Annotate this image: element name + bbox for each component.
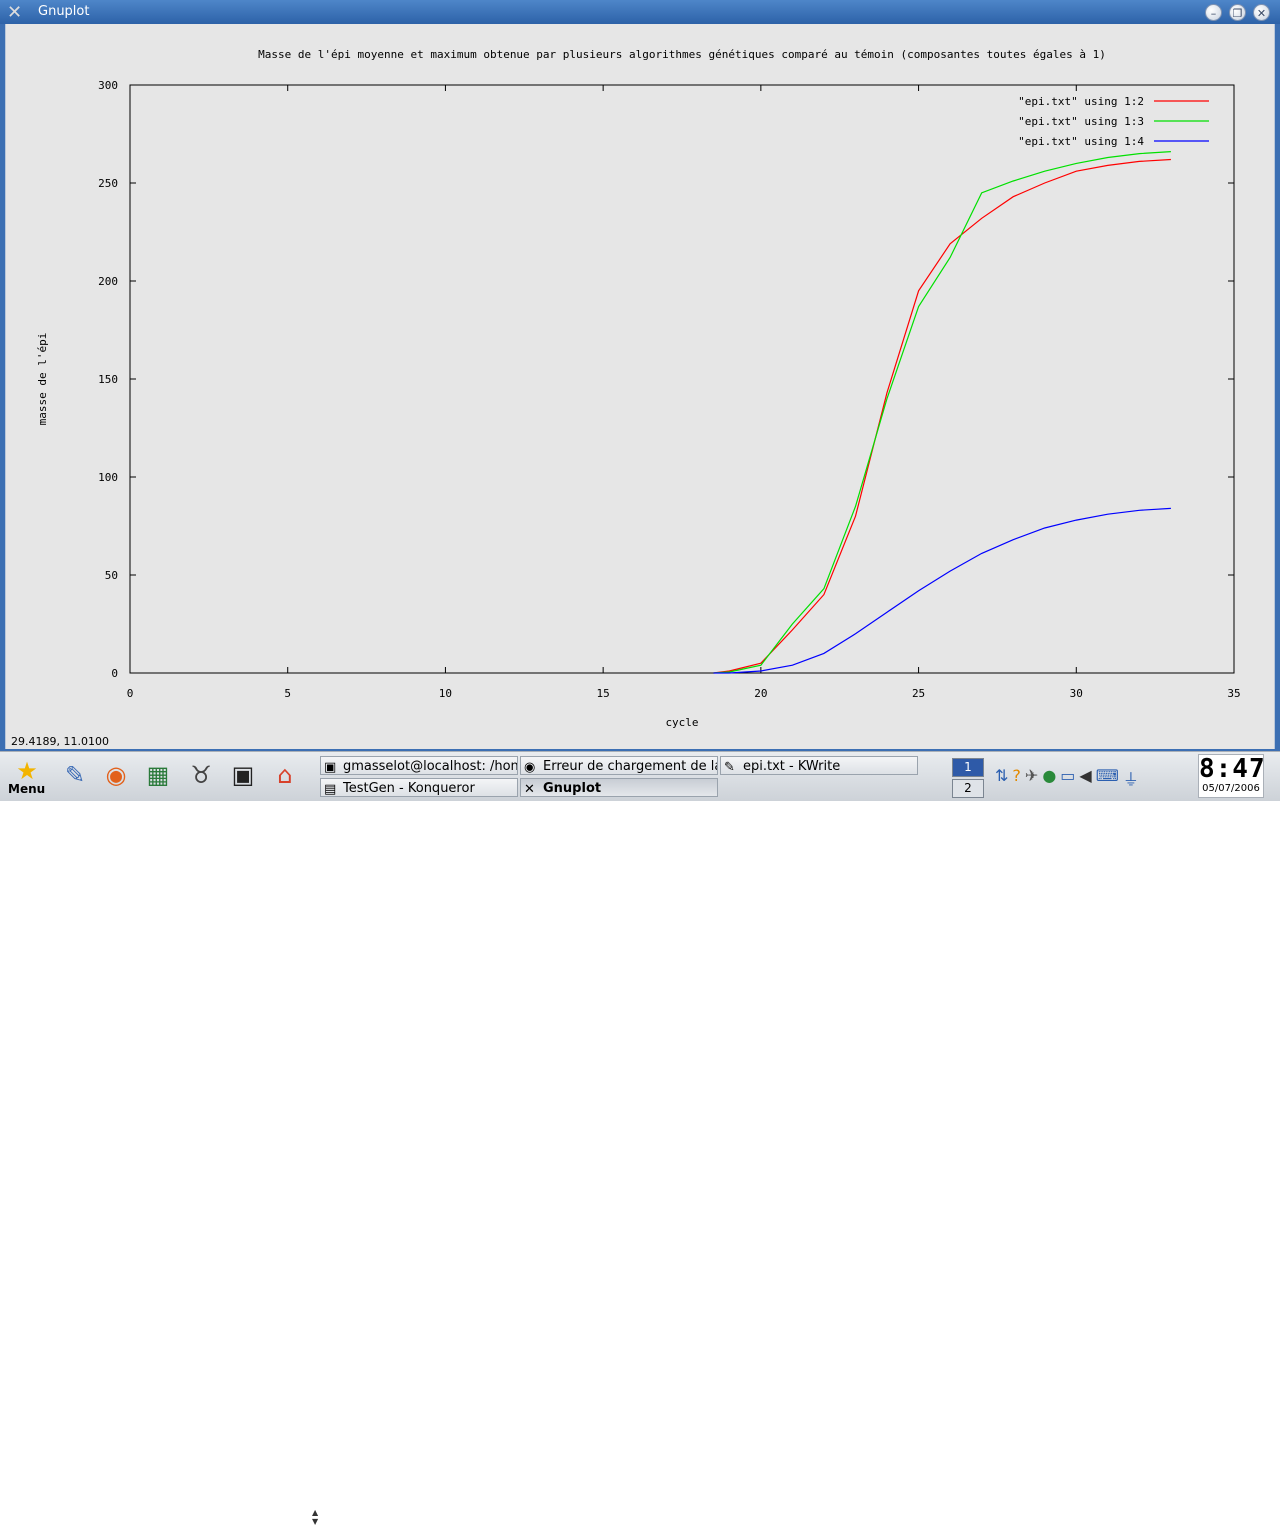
series-line-1 — [713, 158, 1171, 674]
x-window-icon: ✕ — [524, 782, 535, 797]
taskbar-task-label: epi.txt - KWrite — [743, 759, 841, 774]
taskbar-task-label: TestGen - Konqueror — [343, 781, 475, 796]
star-menu-icon[interactable]: ★ — [16, 757, 38, 785]
x-tick-label: 10 — [439, 687, 452, 700]
coordinate-readout: 29.4189, 11.0100 — [11, 735, 109, 748]
close-icon: ✕ — [1256, 7, 1267, 20]
window-frame-bottom[interactable] — [0, 749, 1280, 751]
legend: "epi.txt" using 1:2 "epi.txt" using 1:3 "e… — [1018, 95, 1209, 148]
legend-entry-2: "epi.txt" using 1:3 — [1018, 115, 1144, 128]
maximize-icon: ❐ — [1232, 7, 1243, 20]
taskbar-task-label: Gnuplot — [543, 781, 602, 796]
window-title: Gnuplot — [38, 4, 90, 19]
taskbar-task-2[interactable]: ◉ Erreur de chargement de la — [520, 756, 718, 775]
y-tick-label: 150 — [98, 373, 118, 386]
series-line-3 — [713, 507, 1171, 674]
x-tick-label: 0 — [127, 687, 134, 700]
close-button[interactable]: ✕ — [1253, 4, 1270, 21]
legend-entry-3: "epi.txt" using 1:4 — [1018, 135, 1144, 148]
monitor-icon[interactable]: ▭ — [1060, 766, 1076, 785]
terminal-icon: ▣ — [324, 760, 337, 775]
window-frame-right[interactable] — [1275, 24, 1280, 751]
taskbar-task-4[interactable]: ▤ TestGen - Konqueror — [320, 778, 518, 797]
konqueror-icon: ▤ — [324, 782, 337, 797]
x-tick-label: 15 — [597, 687, 610, 700]
clock[interactable]: 8:47 05/07/2006 — [1198, 754, 1266, 798]
y-tick-label: 100 — [98, 471, 118, 484]
volume-icon[interactable]: ◀ — [1079, 766, 1092, 785]
gnu-icon[interactable]: ♉ — [190, 761, 212, 789]
chart-title: Masse de l'épi moyenne et maximum obtenu… — [258, 48, 1106, 61]
series-line-2 — [713, 151, 1171, 674]
x-tick-label: 20 — [754, 687, 767, 700]
taskbar-task-1[interactable]: ▣ gmasselot@localhost: /hon — [320, 756, 518, 775]
task-scroll-arrows[interactable]: ▲ ▼ — [312, 1508, 319, 1526]
gnuplot-canvas[interactable]: Masse de l'épi moyenne et maximum obtenu… — [5, 24, 1275, 751]
colors-icon[interactable]: ● — [1042, 766, 1057, 785]
network-icon[interactable]: ⇅ — [995, 766, 1009, 785]
y-tick-label: 0 — [111, 667, 118, 680]
calendar-icon[interactable]: ▦ — [146, 761, 170, 789]
satellite-icon[interactable]: ✈ — [1024, 766, 1039, 785]
taskbar-task-5[interactable]: ✕ Gnuplot — [520, 778, 718, 797]
terminal-icon[interactable]: ▣ — [231, 761, 255, 789]
x-axis-label: cycle — [665, 716, 698, 729]
help-icon[interactable]: ? — [1012, 766, 1021, 785]
minimize-icon: – — [1210, 7, 1217, 20]
x-tick-label: 35 — [1227, 687, 1240, 700]
x-tick-label: 5 — [284, 687, 291, 700]
minimize-button[interactable]: – — [1205, 4, 1222, 21]
y-tick-label: 300 — [98, 79, 118, 92]
pager-desktop-2[interactable]: 2 — [952, 779, 984, 798]
firefox-icon[interactable]: ◉ — [105, 761, 127, 789]
keyboard-icon[interactable]: ⌨ — [1095, 766, 1119, 785]
legend-entry-1: "epi.txt" using 1:2 — [1018, 95, 1144, 108]
plot-frame — [129, 84, 1235, 674]
window-titlebar[interactable]: ✕ Gnuplot – ❐ ✕ — [0, 0, 1280, 24]
pager-desktop-1[interactable]: 1 — [952, 758, 984, 777]
plug-icon[interactable]: ⏚ — [1122, 770, 1139, 789]
taskbar-task-label: gmasselot@localhost: /hon — [343, 759, 518, 774]
menu-label[interactable]: Menu — [8, 782, 46, 796]
y-tick-label: 200 — [98, 275, 118, 288]
clock-time: 8:47 — [1199, 754, 1266, 784]
firefox-icon: ◉ — [524, 760, 536, 775]
x-tick-label: 25 — [912, 687, 925, 700]
chart: Masse de l'épi moyenne et maximum obtenu… — [36, 48, 1241, 729]
axis-ticks: 0 5 10 15 20 25 30 35 0 50 100 150 200 250 300 — [98, 79, 1241, 700]
taskbar: ★ ✎ ◉ ▦ ♉ ▣ ⌂ Menu ▲ ▼ ▣ gmasselot@localhost: /h… — [0, 751, 1280, 1526]
kwrite-icon: ✎ — [724, 760, 735, 775]
y-tick-label: 250 — [98, 177, 118, 190]
x-tick-label: 30 — [1070, 687, 1083, 700]
home-icon[interactable]: ⌂ — [277, 761, 293, 789]
system-tray: ⇅? ✈ ● ▭ ◀ ⌨ ⏚ — [995, 766, 1139, 790]
series-lines — [713, 151, 1171, 674]
y-axis-label: masse de l'épi — [36, 333, 49, 426]
x-window-icon: ✕ — [7, 2, 23, 23]
clock-date: 05/07/2006 — [1202, 783, 1260, 794]
taskbar-task-label: Erreur de chargement de la — [543, 759, 718, 774]
y-tick-label: 50 — [105, 569, 118, 582]
maximize-button[interactable]: ❐ — [1229, 4, 1246, 21]
taskbar-task-3[interactable]: ✎ epi.txt - KWrite — [720, 756, 918, 775]
pen-paper-icon[interactable]: ✎ — [64, 761, 86, 789]
window-frame-left[interactable] — [0, 24, 5, 751]
